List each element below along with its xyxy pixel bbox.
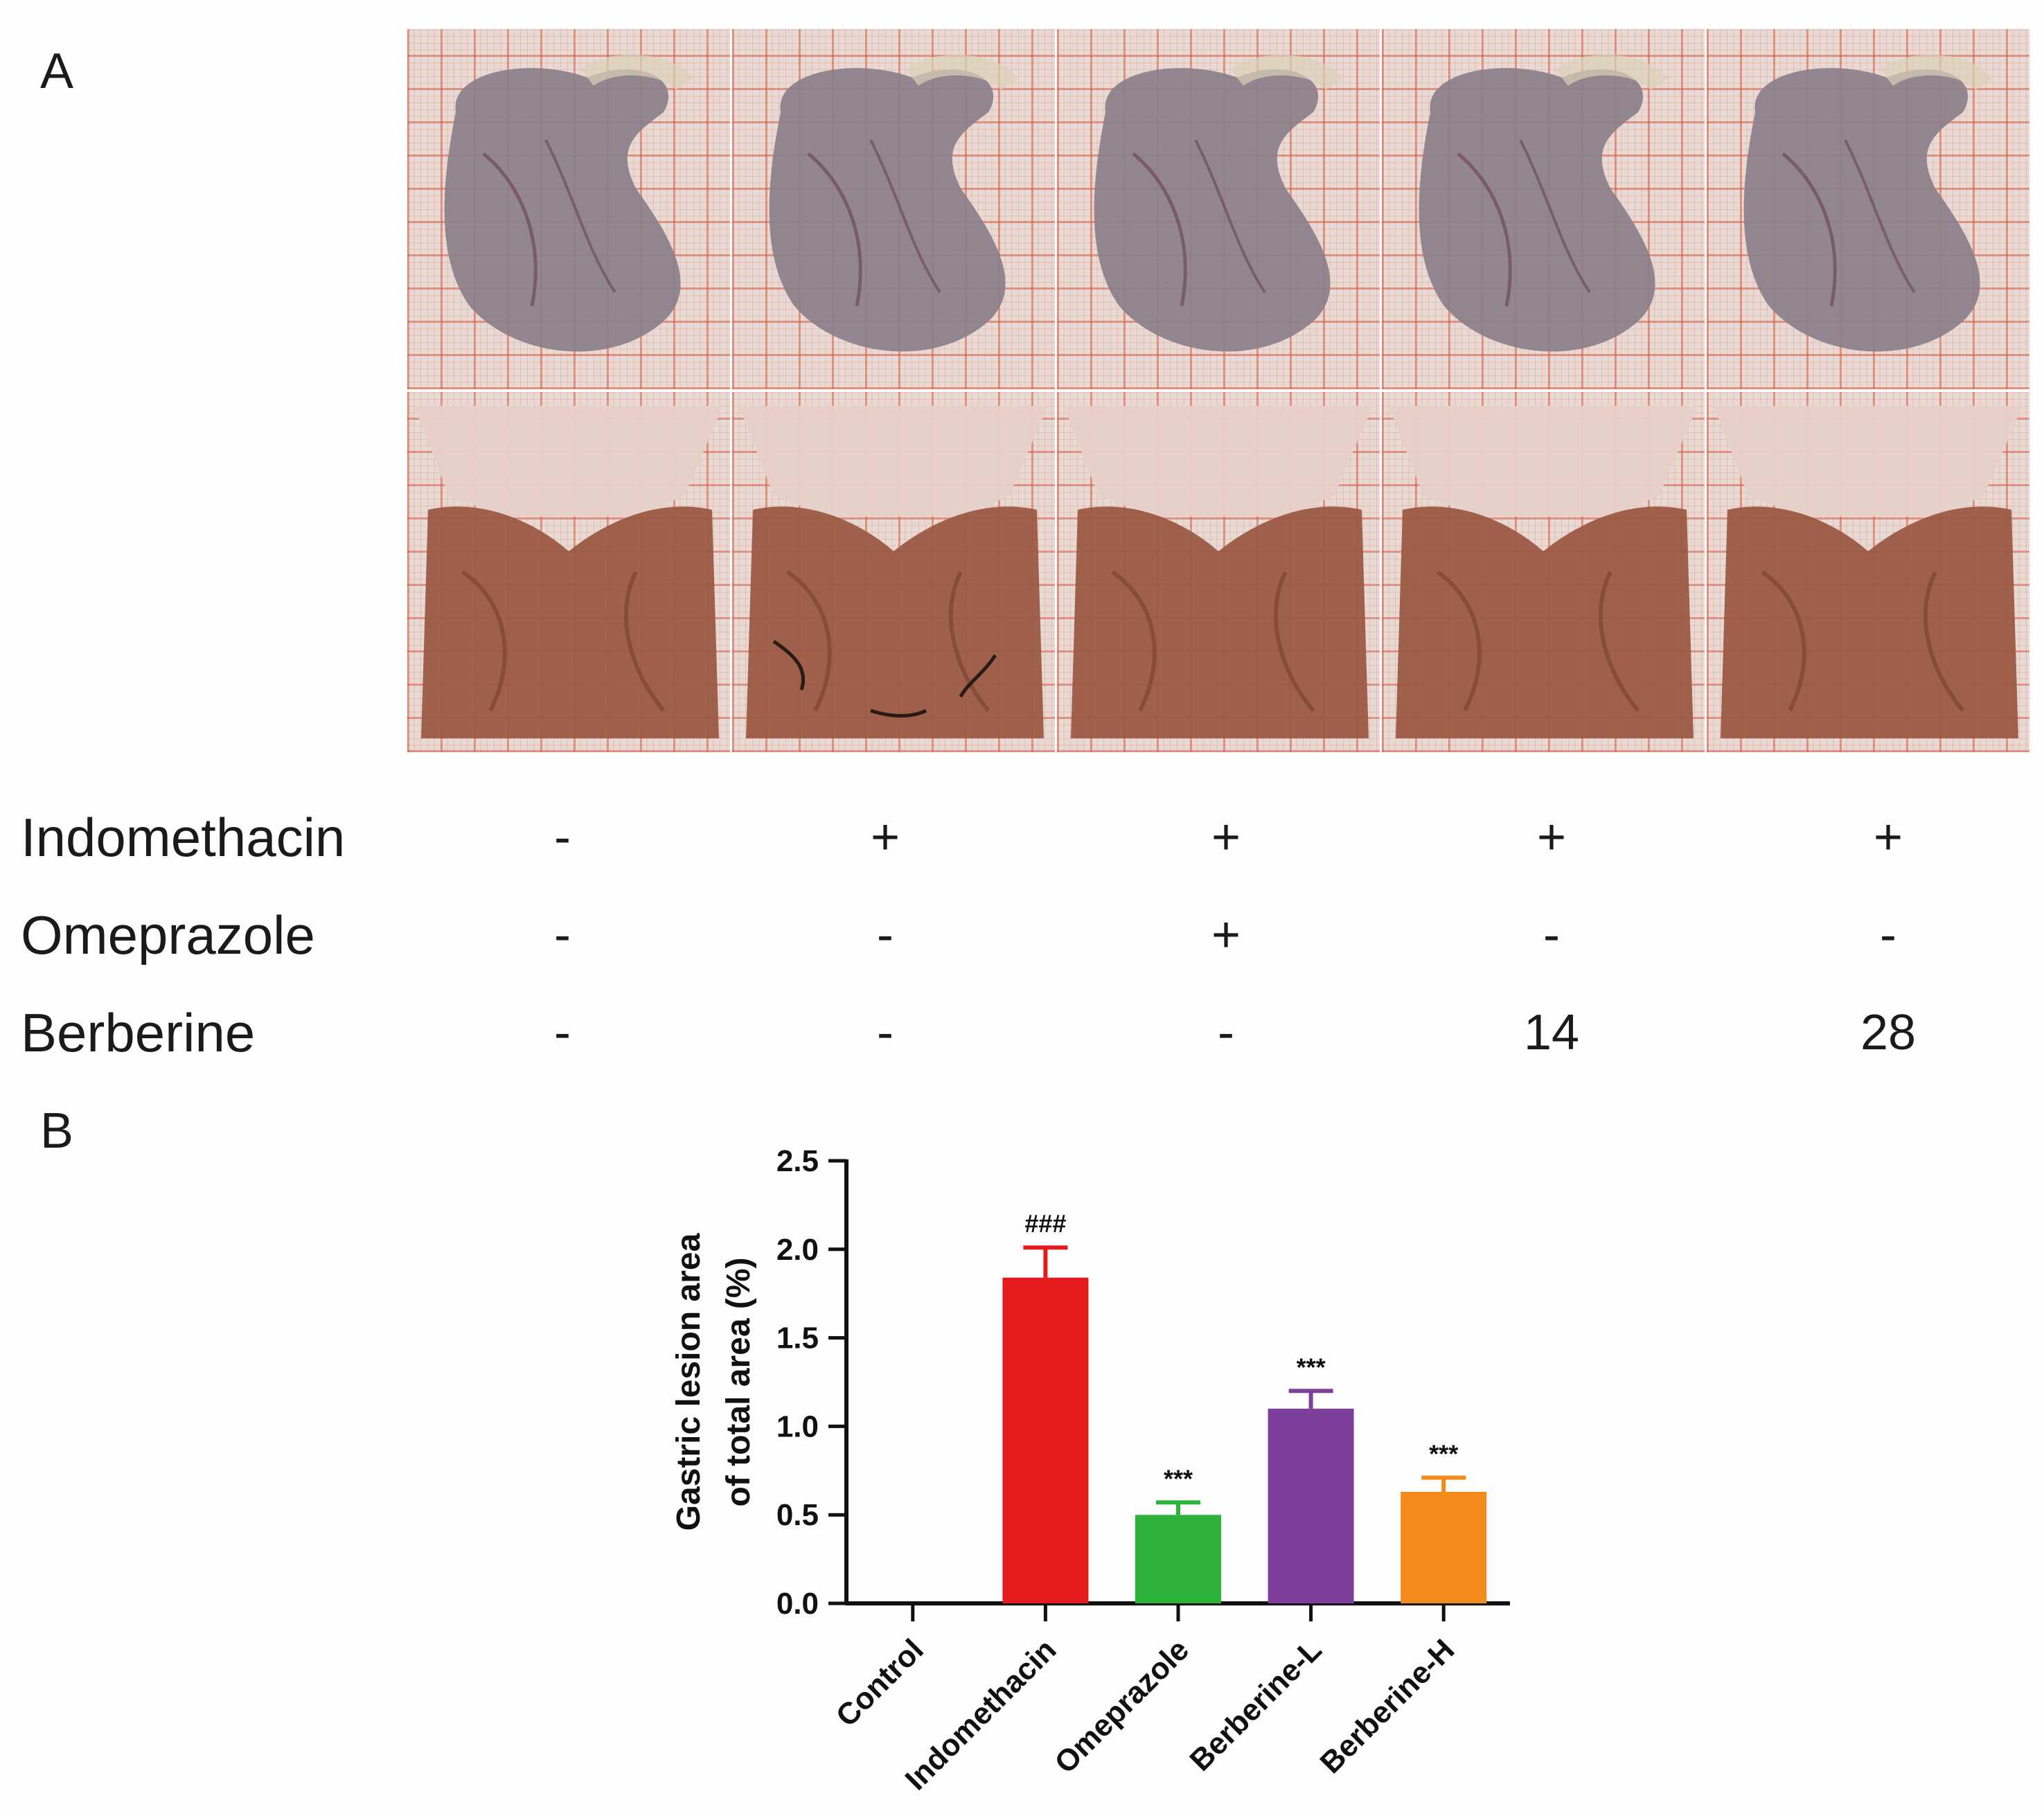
bar-indomethacin	[1002, 1277, 1089, 1603]
y-axis-label-line: of total area (%)	[720, 1257, 757, 1506]
significance-label: ***	[1297, 1353, 1326, 1381]
y-tick-label: 1.5	[776, 1321, 819, 1355]
y-axis-label-line: Gastric lesion area	[670, 1233, 707, 1531]
bar-berberine-l	[1268, 1408, 1354, 1603]
treatment-cell: -	[1880, 907, 1896, 963]
whole-stomach-photo-5	[1707, 29, 2029, 389]
treatment-cell: -	[554, 810, 571, 865]
treatment-cell: +	[870, 810, 900, 865]
significance-label: ***	[1429, 1440, 1458, 1468]
treatment-cell: -	[1218, 1005, 1234, 1060]
treatment-cell: +	[1211, 907, 1241, 963]
treatment-cell: 14	[1523, 1005, 1580, 1060]
y-tick-label: 0.5	[776, 1498, 819, 1532]
whole-stomach-photo-3	[1057, 29, 1380, 389]
treatment-cell: 28	[1860, 1005, 1917, 1060]
bar-berberine-h	[1401, 1491, 1487, 1603]
treatment-cell: +	[1536, 810, 1567, 865]
treatment-label-omeprazole: Omeprazole	[21, 905, 315, 965]
treatment-label-berberine: Berberine	[21, 1002, 256, 1063]
treatment-label-indomethacin: Indomethacin	[21, 807, 346, 868]
treatment-cell: -	[1543, 907, 1560, 963]
x-tick-label: Berberine-H	[1314, 1632, 1461, 1780]
treatment-cell: -	[554, 907, 571, 963]
panel-a-label: A	[40, 44, 74, 99]
significance-label: ###	[1024, 1209, 1066, 1238]
x-tick-label: Omeprazole	[1048, 1632, 1196, 1780]
x-tick-label: Control	[830, 1632, 930, 1733]
treatment-cell: -	[554, 1005, 571, 1060]
opened-stomach-photo-3	[1057, 392, 1380, 752]
opened-stomach-photo-1	[407, 392, 730, 752]
x-tick-label: Berberine-L	[1183, 1632, 1328, 1777]
opened-stomach-photo-2	[732, 392, 1055, 752]
bar-omeprazole	[1135, 1515, 1221, 1603]
y-tick-label: 1.0	[776, 1409, 819, 1443]
opened-stomach-photo-5	[1707, 392, 2029, 752]
treatment-cell: -	[877, 907, 894, 963]
whole-stomach-photo-4	[1382, 29, 1705, 389]
treatment-cell: +	[1873, 810, 1903, 865]
significance-label: ***	[1164, 1464, 1193, 1493]
y-tick-label: 2.5	[776, 1144, 819, 1178]
opened-stomach-photo-4	[1382, 392, 1705, 752]
treatment-cell: -	[877, 1005, 894, 1060]
y-tick-label: 2.0	[776, 1233, 819, 1267]
whole-stomach-photo-2	[732, 29, 1055, 389]
y-tick-label: 0.0	[776, 1587, 819, 1621]
treatment-cell: +	[1211, 810, 1241, 865]
whole-stomach-photo-1	[407, 29, 730, 389]
panel-b-label: B	[40, 1103, 74, 1159]
